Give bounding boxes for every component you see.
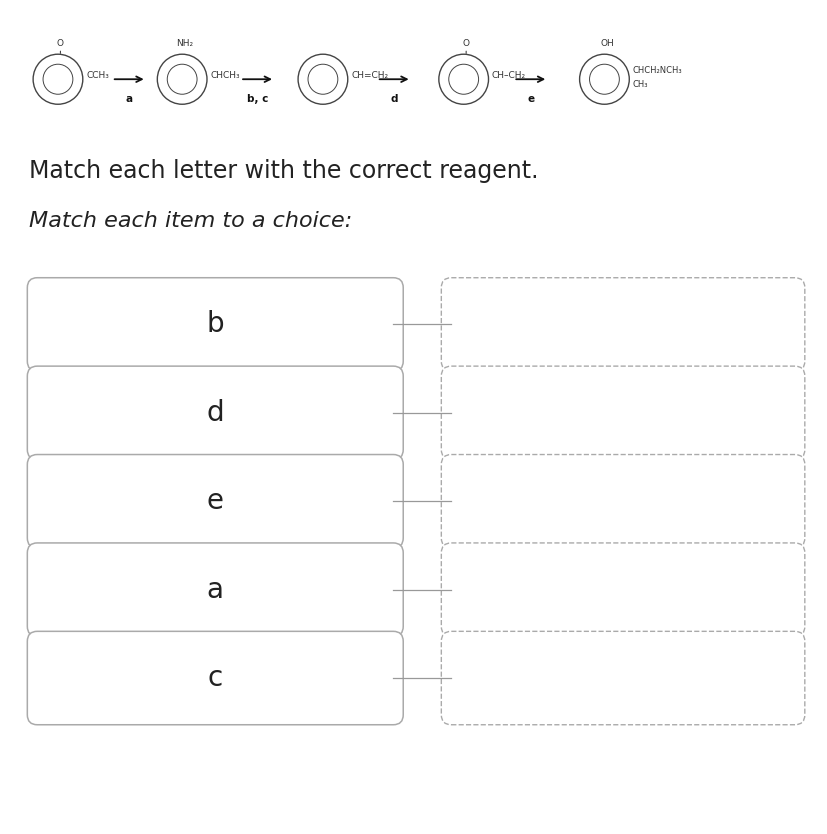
FancyBboxPatch shape	[27, 455, 403, 548]
Text: CHCH₂NCH₃: CHCH₂NCH₃	[632, 67, 681, 75]
Text: CH–CH₂: CH–CH₂	[491, 71, 525, 79]
Text: d: d	[390, 94, 398, 104]
Text: Match each letter with the correct reagent.: Match each letter with the correct reage…	[29, 159, 538, 183]
FancyBboxPatch shape	[441, 543, 804, 636]
Text: O: O	[462, 38, 469, 48]
Text: a: a	[126, 94, 132, 104]
Text: CH=CH₂: CH=CH₂	[351, 71, 388, 79]
FancyBboxPatch shape	[27, 543, 403, 636]
Text: Match each item to a choice:: Match each item to a choice:	[29, 211, 351, 231]
FancyBboxPatch shape	[27, 366, 403, 460]
Text: CH₃: CH₃	[632, 80, 648, 88]
FancyBboxPatch shape	[441, 455, 804, 548]
Text: c: c	[208, 664, 222, 692]
Text: O: O	[57, 38, 64, 48]
FancyBboxPatch shape	[27, 631, 403, 725]
Text: d: d	[206, 399, 224, 427]
FancyBboxPatch shape	[441, 631, 804, 725]
Text: b: b	[206, 310, 224, 339]
Text: b, c: b, c	[246, 94, 268, 104]
Text: e: e	[527, 94, 533, 104]
Text: CCH₃: CCH₃	[86, 71, 109, 79]
FancyBboxPatch shape	[441, 366, 804, 460]
FancyBboxPatch shape	[27, 278, 403, 371]
Text: e: e	[207, 487, 223, 515]
Text: CHCH₃: CHCH₃	[210, 71, 240, 79]
Text: OH: OH	[600, 38, 613, 48]
Text: a: a	[207, 575, 223, 604]
FancyBboxPatch shape	[441, 278, 804, 371]
Text: NH₂: NH₂	[176, 38, 193, 48]
